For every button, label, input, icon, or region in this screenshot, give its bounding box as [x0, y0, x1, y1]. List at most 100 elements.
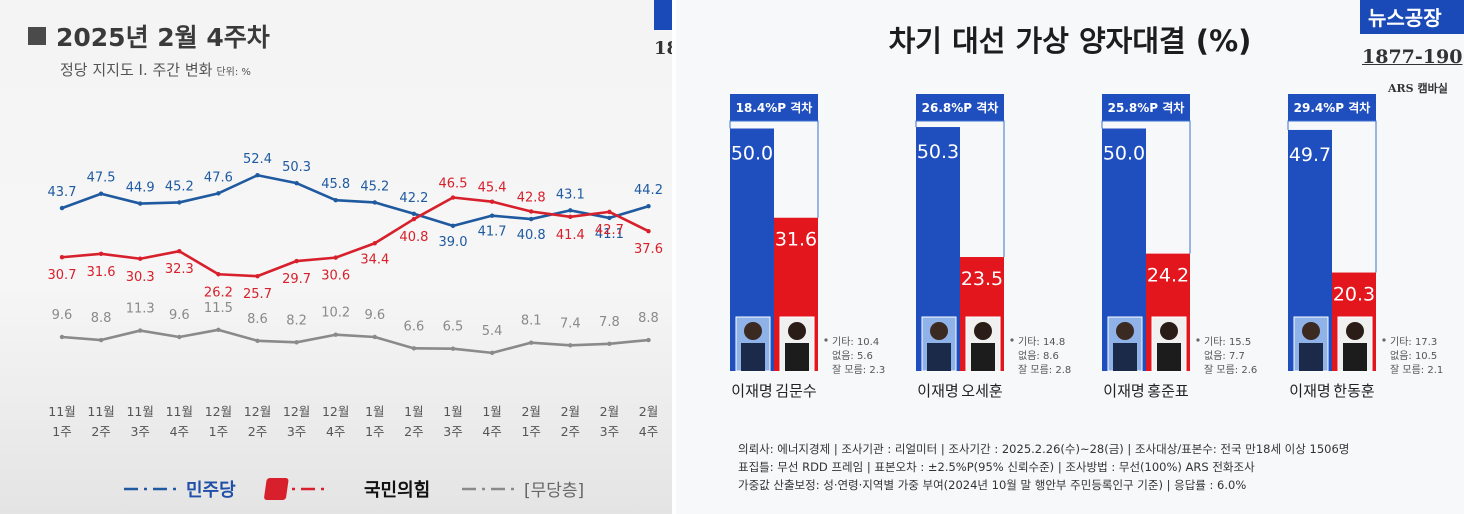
other-note: 기타: 15.5 [1204, 336, 1251, 348]
data-point [529, 340, 534, 345]
data-label: 47.5 [87, 171, 116, 186]
data-label: 42.8 [517, 191, 546, 206]
data-point [255, 173, 260, 178]
x-tick-label-month: 2월 [561, 404, 580, 419]
x-tick-label-month: 1월 [404, 404, 423, 419]
data-label: 7.8 [599, 315, 620, 330]
left-subtitle: 정당 지지도 Ⅰ. 주간 변화 단위: % [60, 59, 251, 80]
gap-label: 26.8%P 격차 [922, 100, 999, 115]
x-tick-label-month: 12월 [205, 404, 232, 419]
gap-bracket [1101, 120, 1191, 254]
data-label: 30.6 [321, 269, 350, 284]
data-point [59, 205, 65, 211]
data-point [333, 197, 338, 203]
right-corner-logo-text: 뉴스공장 [1368, 6, 1442, 30]
data-label: 40.8 [517, 228, 546, 243]
data-point [333, 332, 338, 337]
x-tick-label-week: 3주 [287, 424, 306, 439]
x-tick-label-week: 4주 [326, 424, 345, 439]
left-subtitle-text: 정당 지지도 Ⅰ. 주간 변화 [60, 61, 213, 79]
data-label: 32.3 [165, 262, 194, 277]
right-corner-number: 1877-190 [1362, 46, 1463, 68]
data-point [177, 248, 182, 254]
gap-bracket [915, 120, 1005, 258]
dem-candidate-name: 이재명 [1103, 382, 1144, 400]
data-label: 9.6 [169, 308, 190, 323]
data-label: 45.4 [478, 181, 507, 196]
data-point [138, 256, 143, 261]
opp-value-label: 23.5 [961, 268, 1003, 290]
data-label: 44.9 [126, 181, 155, 196]
gap-badge [916, 94, 1004, 121]
opp-candidate-name: 김문수 [775, 382, 816, 400]
candidate-photo-icon [1343, 343, 1367, 371]
party-support-line-chart: 43.7 47.5 44.9 45.2 47.6 52.4 50.3 45.8 45.2 42.2… [48, 152, 663, 501]
data-label: 11.3 [126, 302, 155, 317]
x-tick-label-week: 2주 [91, 424, 110, 439]
data-point [607, 341, 612, 347]
none-note: 없음: 8.6 [1018, 349, 1059, 362]
gap-label: 18.4%P 격차 [736, 100, 813, 115]
other-note: 기타: 17.3 [1390, 336, 1437, 348]
data-label: 8.1 [521, 314, 542, 329]
data-label: 8.6 [247, 312, 268, 327]
dem-value-label: 50.3 [917, 141, 959, 163]
data-point [372, 200, 377, 205]
unit-label: 단위: % [216, 67, 251, 78]
x-tick-label-week: 1주 [209, 424, 228, 439]
data-point [489, 350, 495, 356]
unsure-note: 잘 모름: 2.1 [1390, 364, 1443, 376]
x-tick-label-month: 2월 [600, 404, 619, 419]
legend-label: 국민의힘 [364, 480, 430, 501]
left-title: 2025년 2월 4주차 [28, 18, 270, 54]
data-point [294, 340, 299, 345]
data-point [294, 258, 299, 264]
candidate-photo-icon [1157, 343, 1181, 371]
none-note: 없음: 5.6 [832, 349, 873, 362]
data-label: 29.7 [282, 272, 311, 287]
opp-candidate-name: 홍준표 [1147, 382, 1189, 400]
candidate-photo-icon [971, 343, 995, 371]
data-point [646, 337, 651, 343]
data-label: 8.8 [638, 311, 659, 326]
note-bullet-icon [824, 338, 828, 342]
data-point [568, 214, 573, 219]
gap-label: 25.8%P 격차 [1108, 100, 1185, 115]
data-point [98, 337, 104, 343]
footer-line-3: 가중값 산출보정: 성·연령·지역별 가중 부여(2024년 10월 말 행안부… [738, 478, 1247, 492]
x-tick-label-month: 2월 [639, 404, 658, 419]
data-point [411, 346, 417, 351]
data-point [138, 201, 143, 206]
data-point [607, 209, 612, 215]
data-point [138, 328, 143, 333]
right-corner-logo: 뉴스공장 [1360, 0, 1464, 34]
dem-value-label: 50.0 [731, 143, 773, 165]
data-label: 10.2 [321, 306, 350, 321]
candidate-photo-icon [1346, 322, 1364, 340]
gap-bracket [729, 120, 819, 218]
x-tick-label-week: 3주 [600, 424, 619, 439]
opp-candidate-name: 한동훈 [1333, 382, 1374, 400]
right-panel: 차기 대선 가상 양자대결 (%) 뉴스공장 1877-190 ARS 캠바실 … [676, 0, 1464, 514]
data-label: 30.7 [48, 268, 77, 283]
candidate-photo-icon [930, 322, 948, 340]
data-label: 42.2 [399, 191, 428, 206]
unsure-note: 잘 모름: 2.8 [1018, 364, 1071, 376]
data-label: 31.6 [87, 265, 116, 280]
data-label: 26.2 [204, 285, 233, 300]
x-tick-label-month: 1월 [365, 404, 384, 419]
data-label: 39.0 [439, 235, 468, 250]
candidate-photo-icon [788, 322, 806, 340]
data-point [450, 223, 456, 229]
data-point [255, 273, 260, 279]
right-title: 차기 대선 가상 양자대결 (%) [888, 24, 1252, 58]
data-label: 5.4 [482, 324, 503, 339]
legend-label: 민주당 [186, 480, 236, 501]
data-point [489, 199, 495, 204]
data-point [646, 228, 651, 234]
dem-candidate-name: 이재명 [917, 382, 958, 400]
data-point [411, 216, 417, 222]
data-label: 41.7 [478, 225, 507, 240]
data-label: 37.6 [634, 242, 663, 257]
data-label: 44.2 [634, 183, 663, 198]
